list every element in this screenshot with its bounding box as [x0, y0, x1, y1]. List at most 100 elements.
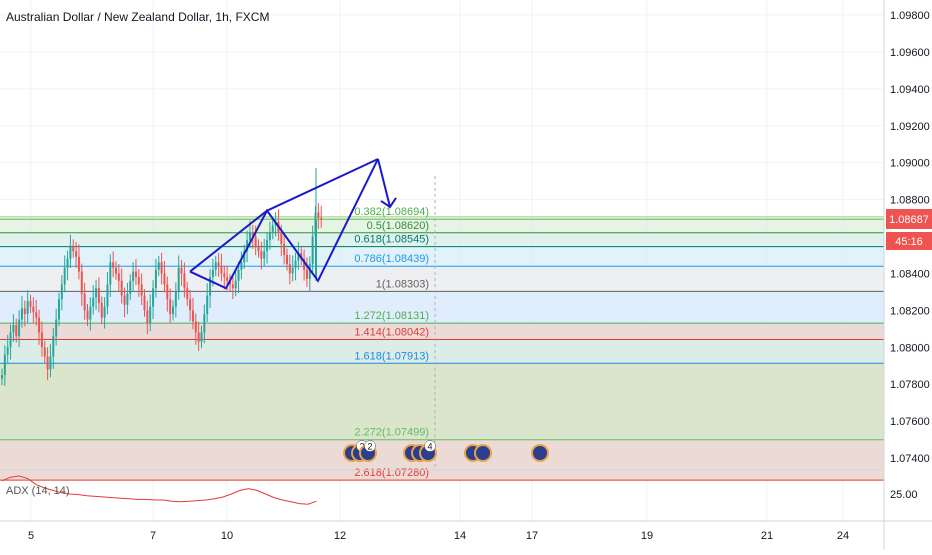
price-tick-label: 1.08000 — [890, 342, 930, 354]
pattern-leg[interactable] — [189, 209, 268, 273]
candle-body — [12, 325, 15, 333]
fib-level-label: 1.272(1.08131) — [354, 310, 429, 322]
candle-body — [137, 277, 140, 285]
event-flag-icon[interactable] — [533, 446, 547, 460]
candle-body — [69, 245, 72, 259]
candle-body — [152, 288, 155, 307]
candle-body — [240, 262, 243, 270]
candle-body — [149, 306, 152, 324]
fib-level-label: 1.414(1.08042) — [354, 326, 429, 338]
time-tick-label: 5 — [28, 530, 34, 542]
candle-body — [92, 297, 95, 307]
candle-body — [251, 232, 254, 237]
projection-arrow-head[interactable] — [380, 197, 397, 209]
candle-body — [106, 284, 109, 307]
adx-label: ADX (14, 14) — [6, 485, 70, 497]
candle-body — [297, 253, 300, 261]
candle-body — [120, 280, 123, 296]
event-count-label: 4 — [427, 442, 432, 452]
candle-body — [52, 336, 55, 357]
candle-body — [203, 314, 206, 333]
harmonic-pattern-drawing[interactable] — [189, 158, 397, 290]
price-tick-label: 1.07600 — [890, 416, 930, 428]
candle-body — [35, 312, 38, 318]
chart-title: Australian Dollar / New Zealand Dollar, … — [6, 10, 269, 24]
candle-body — [6, 347, 9, 355]
candle-body — [38, 317, 41, 333]
candle-body — [174, 291, 177, 307]
candle-body — [260, 251, 263, 259]
event-count-label: 2 — [367, 442, 372, 452]
economic-events[interactable]: 224 — [343, 440, 549, 463]
price-tick-label: 1.09800 — [890, 10, 930, 22]
price-tick-label: 1.09400 — [890, 84, 930, 96]
candle-body — [217, 262, 220, 267]
candle-body — [32, 306, 35, 313]
time-tick-label: 12 — [334, 530, 346, 542]
current-price-badge — [886, 209, 932, 229]
candle-body — [134, 271, 137, 278]
candle-body — [112, 262, 115, 268]
candle-body — [308, 264, 311, 279]
candle-body — [1, 374, 3, 379]
candle-body — [100, 302, 103, 318]
candle-body — [160, 262, 163, 274]
fib-zone — [0, 323, 884, 340]
candle-body — [117, 273, 120, 281]
price-tick-label: 1.09600 — [890, 47, 930, 59]
time-axis[interactable]: 5 7 10 12 14 17 19 21 24 — [28, 530, 849, 542]
price-axis[interactable]: 1.09800 1.09600 1.09400 1.09200 1.09000 1.088… — [890, 10, 930, 501]
candle-body — [83, 293, 86, 311]
candle-body — [63, 267, 66, 285]
candle-body — [29, 301, 32, 307]
event-count-badge — [364, 440, 376, 452]
fib-extension-zones[interactable] — [0, 176, 884, 481]
candle-body — [154, 269, 157, 289]
pattern-leg[interactable] — [266, 158, 379, 212]
candle-body — [194, 321, 197, 333]
candle-body — [123, 295, 126, 305]
candle-body — [206, 295, 209, 315]
price-tick-label: 1.09000 — [890, 158, 930, 170]
price-tick-label: 1.08200 — [890, 305, 930, 317]
price-tick-label: 1.09200 — [890, 121, 930, 133]
event-flag-icon[interactable] — [476, 446, 490, 460]
candle-body — [257, 245, 260, 252]
candle-body — [246, 240, 249, 252]
candle-body — [97, 288, 100, 303]
candle-body — [315, 220, 317, 278]
candle-body — [305, 269, 308, 279]
adx-line — [1, 475, 317, 505]
candle-body — [303, 258, 306, 270]
candle-body — [263, 251, 266, 259]
candle-body — [95, 288, 98, 298]
fib-level-label: 1(1.08303) — [376, 278, 429, 290]
candle-body — [58, 299, 60, 320]
countdown-label: 45:16 — [895, 236, 923, 248]
candle-body — [109, 262, 112, 285]
price-tick-label: 1.07400 — [890, 453, 930, 465]
projection-arrow-shaft[interactable] — [377, 158, 391, 208]
candle-body — [86, 310, 89, 320]
fib-zone — [0, 291, 884, 324]
candle-body — [197, 332, 200, 342]
candle-body — [3, 354, 6, 375]
candle-body — [189, 299, 192, 311]
price-tick-label: 1.08800 — [890, 195, 930, 207]
candle-body — [20, 308, 23, 320]
candle-body — [75, 251, 78, 257]
candle-body — [237, 269, 240, 281]
candle-body — [143, 295, 146, 311]
fib-level-label: 1.618(1.07913) — [354, 350, 429, 362]
candle-body — [60, 284, 63, 300]
candle-body — [283, 243, 286, 255]
candle-body — [186, 288, 189, 300]
candle-body — [15, 325, 18, 337]
candle-body — [23, 308, 26, 315]
candle-body — [223, 273, 226, 278]
time-tick-label: 24 — [837, 530, 849, 542]
candle-body — [271, 225, 274, 233]
candle-body — [55, 319, 58, 337]
